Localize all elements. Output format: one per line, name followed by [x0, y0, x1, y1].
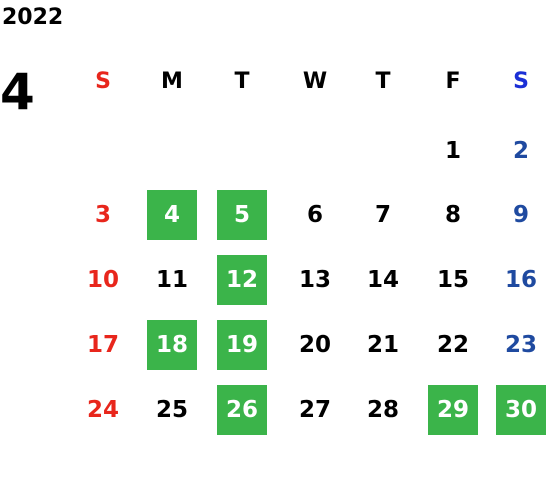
date-cell-17[interactable]: 17	[86, 332, 119, 358]
date-cell-24[interactable]: 24	[86, 397, 119, 423]
date-cell-21[interactable]: 21	[366, 332, 399, 358]
date-cell-9[interactable]: 9	[512, 202, 529, 228]
date-cell-28[interactable]: 28	[366, 397, 399, 423]
date-cell-13[interactable]: 13	[298, 267, 331, 293]
date-cell-6[interactable]: 6	[306, 202, 323, 228]
date-cell-18[interactable]: 18	[147, 320, 197, 370]
weekday-header-fri: F	[445, 69, 461, 94]
date-cell-26[interactable]: 26	[217, 385, 267, 435]
date-cell-3[interactable]: 3	[94, 202, 111, 228]
year-label: 2022	[2, 5, 64, 30]
weekday-header-sat: S	[513, 69, 529, 94]
weekday-header-mon: M	[161, 69, 183, 94]
date-cell-16[interactable]: 16	[504, 267, 537, 293]
date-cell-10[interactable]: 10	[86, 267, 119, 293]
date-cell-2[interactable]: 2	[512, 138, 529, 164]
date-cell-5[interactable]: 5	[217, 190, 267, 240]
weekday-header-wed: W	[302, 69, 328, 94]
weekday-header-tue: T	[234, 69, 250, 94]
weekday-header-sun: S	[95, 69, 111, 94]
date-cell-29[interactable]: 29	[428, 385, 478, 435]
date-cell-11[interactable]: 11	[155, 267, 188, 293]
date-cell-20[interactable]: 20	[298, 332, 331, 358]
date-cell-19[interactable]: 19	[217, 320, 267, 370]
date-cell-4[interactable]: 4	[147, 190, 197, 240]
date-cell-8[interactable]: 8	[444, 202, 461, 228]
date-cell-27[interactable]: 27	[298, 397, 331, 423]
date-cell-12[interactable]: 12	[217, 255, 267, 305]
date-cell-7[interactable]: 7	[374, 202, 391, 228]
date-cell-30[interactable]: 30	[496, 385, 546, 435]
date-cell-14[interactable]: 14	[366, 267, 399, 293]
weekday-header-thu: T	[375, 69, 391, 94]
month-number: 4	[0, 63, 35, 121]
date-cell-23[interactable]: 23	[504, 332, 537, 358]
date-cell-15[interactable]: 15	[436, 267, 469, 293]
date-cell-25[interactable]: 25	[155, 397, 188, 423]
date-cell-22[interactable]: 22	[436, 332, 469, 358]
date-cell-1[interactable]: 1	[444, 138, 461, 164]
